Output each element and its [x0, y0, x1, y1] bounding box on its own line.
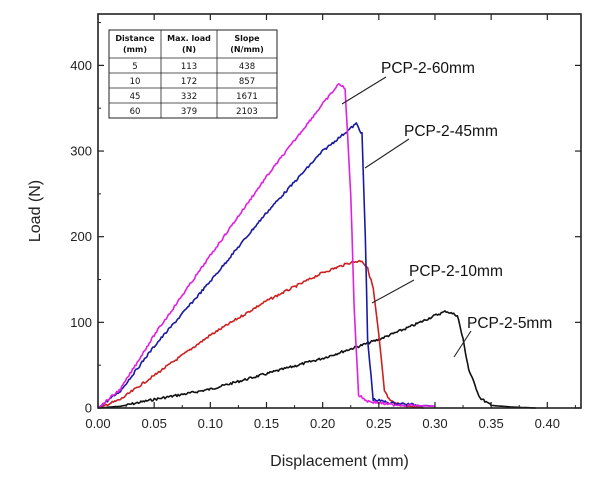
x-tick-label: 0.15: [254, 416, 279, 431]
table-header-cell: (N/mm): [230, 45, 264, 54]
callout-label: PCP-2-45mm: [404, 123, 498, 140]
inset-table: Distance (mm) Max. load (N) Slope (N/mm) 5 113 4…: [108, 29, 278, 119]
table-cell: 438: [239, 62, 255, 72]
callout-label: PCP-2-60mm: [381, 60, 475, 77]
series-line-pcp-2-45mm: [97, 122, 436, 409]
series-layer: [97, 83, 537, 409]
x-tick-label: 0.35: [478, 416, 503, 431]
y-tick-label: 100: [70, 315, 92, 330]
callout-label: PCP-2-5mm: [467, 315, 552, 332]
table-cell: 60: [130, 107, 141, 117]
y-axis-label: Load (N): [27, 180, 44, 242]
callout-pointer: [364, 138, 410, 169]
x-tick-label: 0.25: [366, 416, 391, 431]
tick-layer: 0.00 0.05 0.10 0.15 0.20 0.25 0.30 0.35 0.40 0 100…: [70, 14, 581, 431]
series-line-pcp-2-60mm: [97, 83, 436, 409]
callout-pointer: [453, 330, 472, 358]
table-frame: [108, 29, 278, 119]
callout-pointer: [341, 76, 387, 105]
x-tick-label: 0.00: [85, 416, 110, 431]
table-cell: 5: [132, 62, 137, 72]
series-line-pcp-2-5mm: [97, 310, 537, 409]
table-cell: 857: [239, 77, 255, 87]
x-tick-label: 0.40: [535, 416, 560, 431]
plot-frame: [97, 13, 582, 409]
callout-layer: PCP-2-60mm PCP-2-45mm PCP-2-10mm PCP-2-5mm: [341, 60, 552, 358]
table-cell: 332: [181, 92, 197, 102]
y-tick-label: 200: [70, 229, 92, 244]
table-cell: 1671: [236, 92, 258, 102]
table-cell: 113: [181, 62, 197, 72]
series-line-pcp-2-10mm: [97, 259, 424, 409]
x-axis-label: Displacement (mm): [270, 453, 409, 470]
x-tick-label: 0.05: [142, 416, 167, 431]
table-cell: 2103: [236, 107, 258, 117]
callout-pointer: [371, 279, 415, 304]
y-tick-label: 400: [70, 58, 92, 73]
table-header-cell: (N): [182, 45, 196, 54]
table-header-cell: Distance: [115, 34, 155, 43]
table-cell: 379: [181, 107, 197, 117]
table-cell: 45: [130, 92, 141, 102]
table-header-cell: Slope: [234, 34, 260, 43]
y-tick-label: 0: [85, 401, 92, 416]
table-header-cell: (mm): [123, 45, 147, 54]
table-cell: 172: [181, 77, 197, 87]
callout-label: PCP-2-10mm: [409, 263, 503, 280]
table-header-cell: Max. load: [167, 34, 211, 43]
x-tick-label: 0.30: [422, 416, 447, 431]
table-cell: 10: [130, 77, 141, 87]
x-tick-label: 0.20: [310, 416, 335, 431]
x-tick-label: 0.10: [198, 416, 223, 431]
y-tick-label: 300: [70, 144, 92, 159]
